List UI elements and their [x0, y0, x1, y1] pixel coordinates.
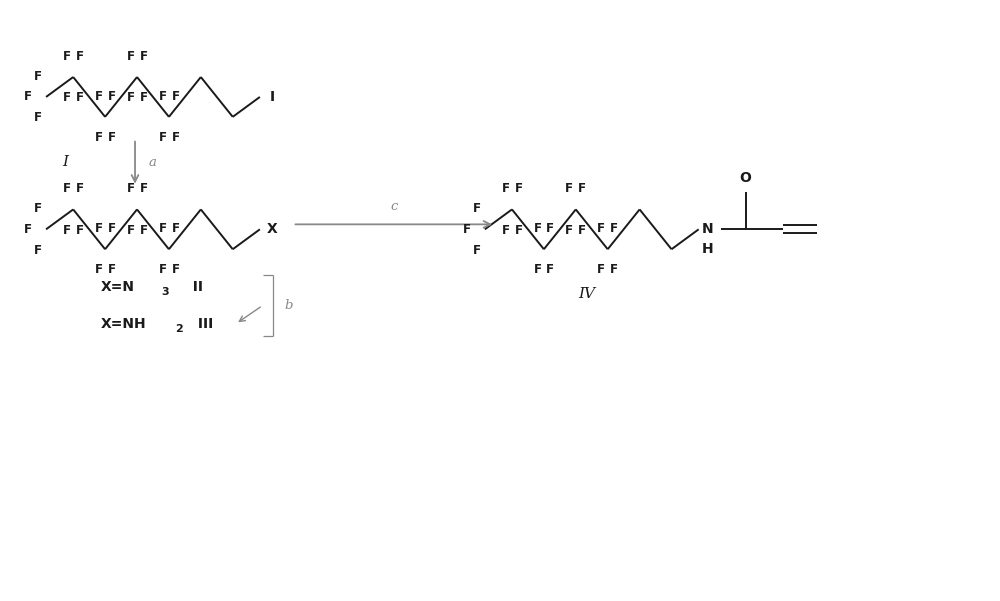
Text: X=NH: X=NH [101, 317, 147, 331]
Text: a: a [149, 156, 157, 169]
Text: F: F [514, 182, 522, 195]
Text: F: F [24, 90, 32, 103]
Text: b: b [285, 299, 293, 312]
Text: O: O [740, 171, 751, 185]
Text: F: F [565, 182, 573, 195]
Text: F: F [24, 223, 32, 236]
Text: F: F [546, 222, 554, 235]
Text: F: F [533, 222, 541, 235]
Text: F: F [76, 182, 84, 195]
Text: F: F [139, 224, 147, 237]
Text: F: F [95, 263, 103, 276]
Text: F: F [139, 182, 147, 195]
Text: F: F [127, 50, 135, 63]
Text: F: F [127, 182, 135, 195]
Text: F: F [597, 222, 605, 235]
Text: F: F [501, 182, 509, 195]
Text: c: c [390, 200, 397, 213]
Text: F: F [127, 91, 135, 104]
Text: X: X [266, 222, 277, 236]
Text: F: F [463, 223, 471, 236]
Text: F: F [63, 224, 71, 237]
Text: F: F [546, 263, 554, 276]
Text: IV: IV [578, 287, 595, 301]
Text: F: F [95, 222, 103, 235]
Text: F: F [578, 182, 586, 195]
Text: F: F [76, 91, 84, 104]
Text: F: F [565, 224, 573, 237]
Text: N: N [702, 222, 713, 236]
Text: X=N: X=N [101, 280, 135, 294]
Text: F: F [533, 263, 541, 276]
Text: 3: 3 [161, 287, 169, 297]
Text: F: F [95, 90, 103, 103]
Text: F: F [597, 263, 605, 276]
Text: F: F [108, 263, 116, 276]
Text: III: III [193, 317, 213, 331]
Text: F: F [171, 90, 179, 103]
Text: F: F [76, 50, 84, 63]
Text: F: F [158, 222, 166, 235]
Text: F: F [108, 222, 116, 235]
Text: F: F [610, 263, 618, 276]
Text: F: F [63, 50, 71, 63]
Text: F: F [34, 243, 42, 257]
Text: F: F [34, 111, 42, 124]
Text: F: F [34, 202, 42, 215]
Text: F: F [108, 131, 116, 144]
Text: F: F [171, 222, 179, 235]
Text: F: F [158, 90, 166, 103]
Text: F: F [34, 70, 42, 83]
Text: F: F [127, 224, 135, 237]
Text: F: F [158, 131, 166, 144]
Text: 2: 2 [175, 324, 183, 334]
Text: F: F [158, 263, 166, 276]
Text: II: II [183, 280, 203, 294]
Text: F: F [501, 224, 509, 237]
Text: F: F [171, 263, 179, 276]
Text: H: H [702, 242, 713, 256]
Text: F: F [171, 131, 179, 144]
Text: I: I [62, 154, 68, 169]
Text: I: I [269, 90, 274, 104]
Text: F: F [514, 224, 522, 237]
Text: F: F [63, 91, 71, 104]
Text: F: F [139, 50, 147, 63]
Text: F: F [139, 91, 147, 104]
Text: F: F [95, 131, 103, 144]
Text: F: F [610, 222, 618, 235]
Text: F: F [473, 243, 481, 257]
Text: F: F [108, 90, 116, 103]
Text: F: F [76, 224, 84, 237]
Text: F: F [578, 224, 586, 237]
Text: F: F [63, 182, 71, 195]
Text: F: F [473, 202, 481, 215]
